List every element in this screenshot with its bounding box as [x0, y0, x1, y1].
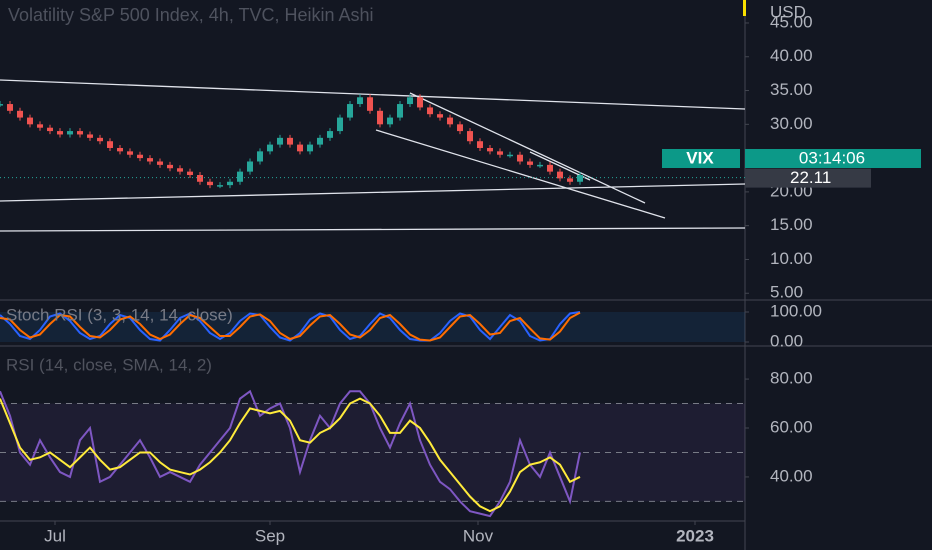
candle [437, 114, 443, 118]
symbol: VIX [686, 148, 714, 167]
candle [517, 154, 523, 162]
candle [577, 175, 583, 182]
candle [187, 171, 193, 175]
y-tick-label: 60.00 [770, 417, 813, 436]
y-tick-label: 5.00 [770, 283, 803, 302]
currency: USD [770, 2, 806, 21]
y-tick-label: 80.00 [770, 369, 813, 388]
candle [177, 168, 183, 172]
candle [407, 97, 413, 105]
candle [307, 144, 313, 152]
candle [87, 134, 93, 138]
x-tick-label: 2023 [676, 526, 714, 545]
countdown: 03:14:06 [799, 148, 865, 167]
candle [567, 178, 573, 182]
candle [217, 185, 223, 187]
candle [497, 151, 503, 155]
candle [337, 117, 343, 132]
candle [297, 144, 303, 152]
candle [367, 97, 373, 111]
x-tick-label: Sep [255, 526, 285, 545]
candle [487, 147, 493, 152]
candle [477, 141, 483, 148]
y-tick-label: 100.00 [770, 301, 822, 320]
y-tick-label: 45.00 [770, 12, 813, 31]
candle [507, 154, 513, 157]
symbol-tag [662, 149, 740, 168]
candle [7, 104, 13, 111]
y-tick-label: 30.00 [770, 114, 813, 133]
indicator-title: RSI (14, close, SMA, 14, 2) [6, 355, 212, 374]
candle [467, 131, 473, 142]
last-price: 22.11 [790, 168, 831, 187]
candle [137, 154, 143, 159]
candle [197, 175, 203, 182]
series-line [0, 311, 581, 342]
candle [127, 151, 133, 155]
candle [67, 131, 73, 135]
candle [77, 131, 83, 135]
y-tick-label: 0.00 [770, 331, 803, 350]
candle [527, 161, 533, 165]
candle [277, 137, 283, 145]
candle [417, 97, 423, 108]
chart-title: Volatility S&P 500 Index, 4h, TVC, Heiki… [8, 5, 374, 25]
candle [447, 117, 453, 125]
candle [0, 104, 3, 106]
y-tick-label: 40.00 [770, 466, 813, 485]
candle [397, 104, 403, 118]
y-tick-label: 15.00 [770, 215, 813, 234]
candle [247, 161, 253, 172]
x-tick-label: Jul [44, 526, 66, 545]
candle [117, 147, 123, 152]
candle [27, 117, 33, 125]
candle [37, 124, 43, 128]
candle [537, 164, 543, 167]
candle [57, 131, 63, 135]
candle [357, 97, 363, 105]
candle [167, 164, 173, 169]
candle [237, 171, 243, 182]
candle [547, 164, 553, 172]
candle [377, 110, 383, 125]
indicator-title: Stoch RSI (3, 3, 14, 14, close) [6, 305, 233, 324]
series-line [0, 397, 581, 513]
candle [257, 151, 263, 162]
candle [267, 144, 273, 152]
candle [347, 104, 353, 118]
countdown-tag [745, 149, 921, 168]
candle [107, 141, 113, 148]
candle [387, 117, 393, 125]
candle [427, 107, 433, 115]
series-line [0, 389, 581, 518]
last-price-tag [745, 168, 871, 188]
candle [147, 158, 153, 162]
candle [557, 171, 563, 179]
candle [47, 127, 53, 132]
y-tick-label: 35.00 [770, 80, 813, 99]
y-tick-label: 40.00 [770, 46, 813, 65]
candle [97, 137, 103, 142]
candle [287, 137, 293, 145]
candle [17, 110, 23, 118]
candle [317, 137, 323, 145]
candle [457, 124, 463, 132]
marker [743, 0, 746, 16]
candle [227, 181, 233, 186]
candle [157, 161, 163, 165]
candle [207, 181, 213, 186]
y-tick-label: 10.00 [770, 249, 813, 268]
x-tick-label: Nov [463, 526, 494, 545]
candle [327, 131, 333, 138]
